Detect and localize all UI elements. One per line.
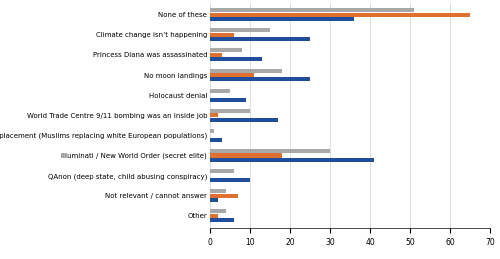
Bar [210, 13, 470, 17]
Bar [210, 149, 330, 153]
Bar [210, 28, 270, 32]
Bar [210, 198, 218, 202]
Bar [210, 17, 354, 21]
Bar [210, 138, 222, 142]
Bar [210, 48, 242, 53]
Bar [210, 69, 282, 73]
Bar [210, 218, 234, 222]
Bar [210, 89, 230, 93]
Bar [210, 154, 282, 157]
Bar [210, 37, 310, 41]
Bar [210, 53, 222, 57]
Bar [210, 98, 246, 102]
Bar [210, 189, 226, 193]
Bar [210, 169, 234, 173]
Bar [210, 194, 238, 198]
Bar [210, 118, 278, 122]
Bar [210, 113, 218, 117]
Bar [210, 158, 374, 162]
Bar [210, 73, 254, 77]
Bar [210, 77, 310, 81]
Bar [210, 210, 226, 213]
Bar [210, 178, 250, 182]
Bar [210, 129, 214, 133]
Bar [210, 57, 262, 61]
Bar [210, 214, 218, 218]
Bar [210, 109, 250, 113]
Bar [210, 33, 234, 37]
Bar [210, 8, 414, 12]
